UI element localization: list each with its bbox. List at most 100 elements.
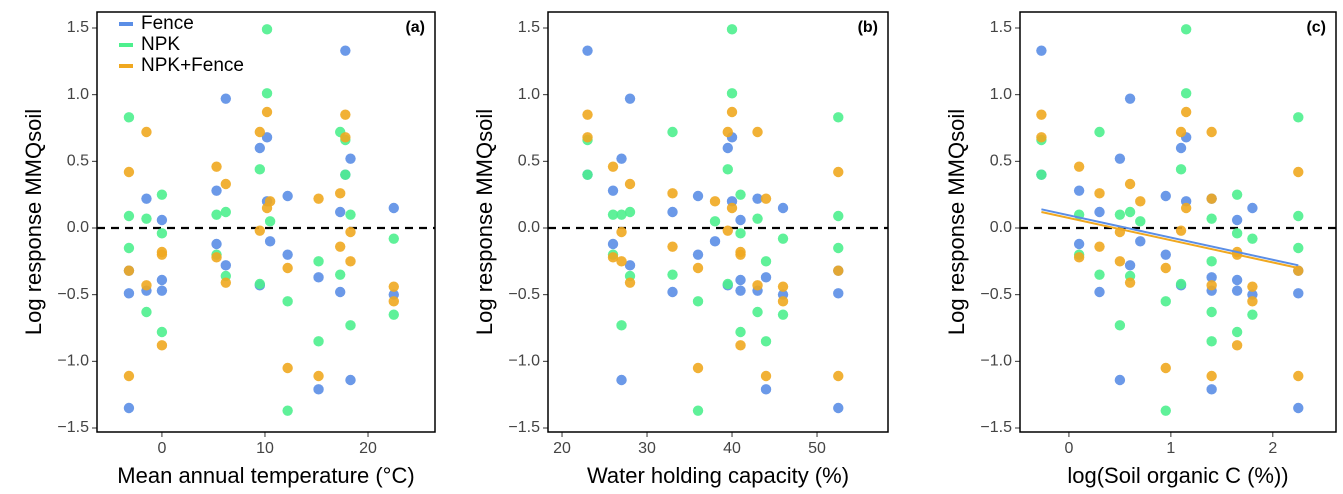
data-point <box>261 132 273 143</box>
data-point <box>282 249 293 260</box>
data-point <box>123 370 135 382</box>
data-point <box>1206 370 1217 382</box>
data-point <box>1073 252 1085 263</box>
y-tick-label: 1.5 <box>67 19 89 36</box>
y-tick-label: 1.5 <box>518 19 540 36</box>
data-point <box>388 309 399 320</box>
data-point <box>735 189 746 200</box>
data-point <box>1094 126 1105 138</box>
y-axis-label: Log response MMQsoil <box>21 109 46 335</box>
data-point <box>261 106 273 118</box>
x-tick-label: 20 <box>359 440 377 457</box>
x-axis-label: Mean annual temperature (°C) <box>117 463 414 488</box>
legend-label: NPK+Fence <box>141 55 244 76</box>
y-tick-label: −1.0 <box>980 353 1012 370</box>
data-point <box>616 374 627 386</box>
data-point <box>1036 132 1047 143</box>
data-point <box>760 336 772 347</box>
y-tick-label: −0.5 <box>980 286 1012 303</box>
data-point <box>1247 296 1258 307</box>
data-point <box>282 262 293 274</box>
data-point <box>1114 374 1126 386</box>
data-point <box>1094 241 1105 252</box>
data-point <box>220 260 232 271</box>
y-tick-label: 0.5 <box>518 153 540 170</box>
data-point <box>220 277 232 288</box>
panel-label: (a) <box>405 19 425 36</box>
data-point <box>1180 202 1192 214</box>
y-tick-label: −1.5 <box>57 419 89 436</box>
fit-line <box>1041 208 1299 267</box>
data-point <box>334 269 346 280</box>
plot-frame <box>547 11 889 433</box>
data-point <box>709 236 721 247</box>
y-tick-label: −0.5 <box>508 286 540 303</box>
data-point <box>1293 166 1304 178</box>
data-point <box>760 272 772 283</box>
data-point <box>254 142 266 154</box>
data-point <box>722 164 733 175</box>
data-point <box>264 236 276 247</box>
data-point <box>1114 209 1126 220</box>
data-point <box>722 278 733 290</box>
data-point <box>735 326 746 338</box>
data-point <box>667 188 678 199</box>
data-point <box>1160 262 1171 274</box>
panel-label: (b) <box>858 19 878 36</box>
data-point <box>254 164 266 175</box>
data-point <box>726 202 738 214</box>
data-point <box>833 402 844 414</box>
data-point <box>752 193 763 204</box>
x-axis-label: log(Soil organic C (%)) <box>1067 463 1288 488</box>
data-point <box>1293 210 1304 222</box>
y-tick-label: 1.0 <box>67 86 89 103</box>
data-point <box>692 296 704 307</box>
x-tick-label: 50 <box>808 440 826 457</box>
data-point <box>1206 280 1217 291</box>
data-point <box>616 209 627 220</box>
data-point <box>624 260 636 271</box>
data-point <box>1094 188 1105 199</box>
data-point <box>833 288 844 299</box>
data-point <box>345 320 356 331</box>
data-point <box>1135 216 1146 227</box>
data-point <box>1180 88 1192 99</box>
data-point <box>667 269 678 280</box>
data-point <box>1160 362 1171 374</box>
data-point <box>345 374 356 386</box>
data-point <box>735 274 746 286</box>
data-point <box>709 216 721 227</box>
plot-frame <box>1019 11 1337 433</box>
y-tick-label: 0.5 <box>67 153 89 170</box>
data-point <box>1124 206 1136 218</box>
data-point <box>1094 206 1105 218</box>
data-point <box>1206 306 1217 318</box>
data-point <box>282 190 293 202</box>
data-point <box>211 161 222 172</box>
data-point <box>261 88 273 99</box>
data-point <box>313 370 324 382</box>
data-point <box>1124 260 1136 271</box>
data-point <box>123 166 135 178</box>
data-point <box>1036 169 1047 180</box>
data-point <box>777 233 789 244</box>
x-tick-label: 2 <box>1268 440 1277 457</box>
data-point <box>156 326 168 338</box>
data-point <box>752 306 763 318</box>
data-point <box>123 265 135 276</box>
x-tick-label: 10 <box>256 440 274 457</box>
x-tick-label: 1 <box>1166 440 1175 457</box>
data-point <box>1094 269 1105 280</box>
data-point <box>123 402 135 414</box>
data-point <box>777 202 789 214</box>
data-point <box>334 188 346 199</box>
data-point <box>709 196 721 207</box>
data-point <box>582 132 593 143</box>
data-point <box>760 384 772 395</box>
data-point <box>1175 126 1187 138</box>
data-point <box>1160 405 1171 416</box>
data-point <box>726 88 738 99</box>
x-axis-label: Water holding capacity (%) <box>587 463 849 488</box>
data-point <box>582 169 593 180</box>
